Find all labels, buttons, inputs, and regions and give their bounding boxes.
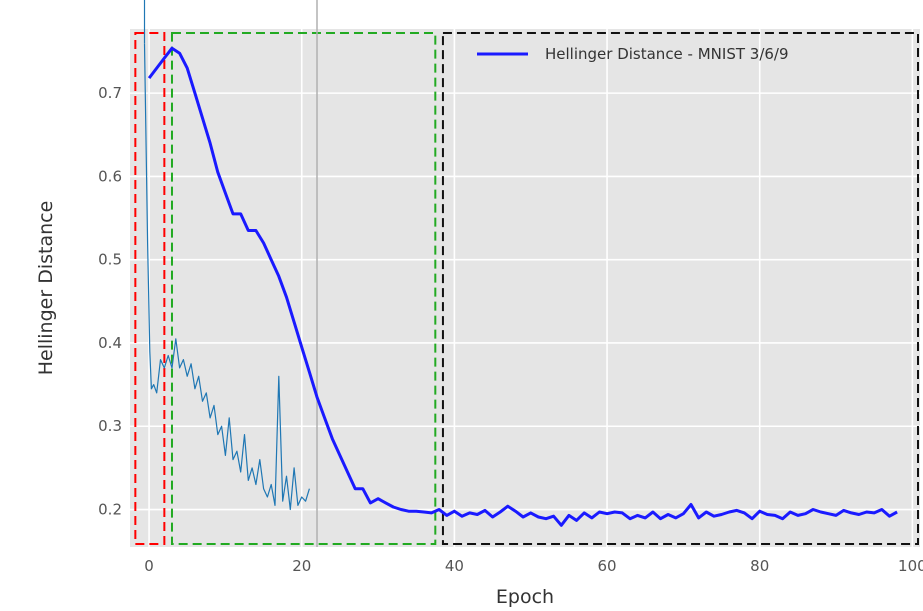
x-tick-label: 40 <box>445 557 464 575</box>
highlight-region-1 <box>170 32 437 545</box>
series-line-0 <box>147 46 898 527</box>
plot-background <box>130 29 920 547</box>
vertical-lines <box>143 0 318 547</box>
y-axis-title: Hellinger Distance <box>35 201 57 376</box>
y-tick-label: 0.3 <box>98 417 122 435</box>
highlight-regions <box>134 32 919 545</box>
y-tick-labels: 0.2 0.3 0.4 0.5 0.6 0.7 <box>98 84 122 518</box>
y-tick-label: 0.6 <box>98 167 122 185</box>
legend: Hellinger Distance - MNIST 3/6/9 <box>477 45 789 63</box>
y-tick-label: 0.2 <box>98 501 122 519</box>
y-tick-label: 0.5 <box>98 251 122 269</box>
x-axis-title: Epoch <box>496 586 554 608</box>
highlight-region-0 <box>134 32 166 545</box>
x-tick-label: 0 <box>144 557 154 575</box>
series-line-1 <box>143 43 310 511</box>
x-tick-label: 60 <box>598 557 617 575</box>
x-tick-label: 100 <box>898 557 923 575</box>
y-tick-label: 0.7 <box>98 84 122 102</box>
x-tick-label: 20 <box>292 557 311 575</box>
highlight-region-2 <box>441 32 919 545</box>
legend-label: Hellinger Distance - MNIST 3/6/9 <box>545 45 789 63</box>
y-tick-label: 0.4 <box>98 334 122 352</box>
x-tick-label: 80 <box>750 557 769 575</box>
x-tick-labels: 0 20 40 60 80 100 <box>144 557 923 575</box>
grid-lines <box>130 29 920 547</box>
series-lines <box>143 43 898 527</box>
